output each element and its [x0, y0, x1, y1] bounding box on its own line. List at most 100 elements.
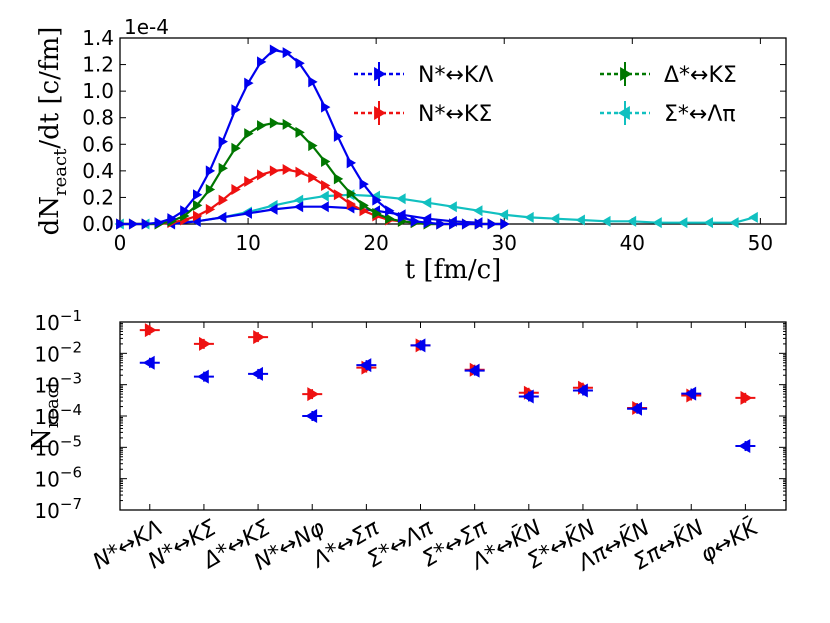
data-point — [308, 76, 318, 88]
data-point — [467, 363, 480, 378]
data-point — [652, 217, 662, 229]
data-point — [205, 165, 216, 177]
data-point — [473, 205, 483, 217]
legend-label: Σ*↔Λπ — [664, 102, 736, 127]
data-point — [524, 211, 534, 223]
legend-entry: N*↔KΣ — [354, 101, 492, 127]
data-point — [321, 156, 331, 168]
top-y-tick-label: 0.8 — [82, 106, 114, 130]
data-point — [740, 390, 753, 405]
data-point — [269, 117, 280, 129]
data-point — [231, 183, 241, 195]
top-x-axis-label: t [fm/c] — [405, 255, 502, 285]
top-x-tick-label: 40 — [620, 231, 645, 255]
data-point — [449, 218, 459, 230]
data-point — [142, 355, 155, 370]
top-y-tick-label: 0.6 — [82, 132, 114, 156]
legend: N*↔KΛ N*↔KΣ Δ*↔KΣ Σ*↔Λπ — [354, 62, 737, 127]
data-point — [180, 205, 190, 217]
data-point — [436, 218, 446, 230]
data-point — [447, 201, 457, 213]
top-x-tick-label: 20 — [363, 231, 388, 255]
data-point — [253, 330, 266, 345]
series-forward — [139, 323, 756, 416]
legend-marker — [618, 106, 630, 120]
data-point — [282, 164, 292, 176]
data-point — [372, 194, 382, 206]
data-point — [269, 44, 280, 56]
data-point — [154, 217, 164, 229]
data-point — [413, 338, 426, 353]
data-point — [346, 157, 357, 169]
data-point — [319, 190, 329, 202]
data-point — [601, 215, 611, 227]
data-point — [410, 215, 421, 227]
legend-entry: N*↔KΛ — [354, 62, 493, 88]
data-point — [268, 203, 278, 215]
data-point — [359, 199, 369, 211]
data-point — [199, 336, 211, 351]
data-point — [421, 197, 432, 209]
data-point — [738, 439, 751, 454]
data-point — [192, 189, 203, 201]
top-x-tick-label: 10 — [235, 231, 260, 255]
data-point — [321, 179, 331, 191]
bottom-y-tick-label: 10−3 — [34, 370, 82, 398]
data-point — [500, 218, 510, 230]
data-point — [729, 217, 739, 229]
data-point — [575, 383, 588, 398]
data-point — [196, 369, 209, 384]
top-x-tick-label: 50 — [748, 231, 773, 255]
data-point — [396, 193, 406, 205]
legend-marker — [374, 67, 386, 81]
category-label: φ↔KK̄ — [696, 514, 764, 568]
top-y-tick-label: 0.4 — [82, 159, 114, 183]
data-point — [575, 214, 585, 226]
data-point — [191, 215, 201, 227]
data-point — [385, 213, 395, 225]
data-point — [257, 56, 267, 68]
data-point — [257, 120, 267, 132]
legend-entry: Σ*↔Λπ — [600, 101, 736, 127]
data-point — [205, 203, 216, 215]
data-point — [487, 218, 497, 230]
data-point — [116, 218, 126, 230]
data-point — [359, 358, 372, 373]
legend-marker — [374, 106, 386, 120]
bottom-y-tick-label: 10−6 — [34, 464, 82, 492]
data-point — [244, 77, 254, 89]
data-point — [282, 118, 292, 130]
offset-text: 1e-4 — [124, 15, 169, 39]
top-y-tick-label: 0.0 — [82, 212, 114, 236]
data-point — [128, 218, 139, 230]
data-point — [333, 130, 344, 142]
data-point — [293, 201, 304, 213]
top-y-tick-label: 0.2 — [82, 185, 114, 209]
data-point — [144, 323, 157, 338]
bottom-y-tick-label: 10−7 — [34, 495, 82, 523]
series-blue-0 — [116, 44, 510, 230]
data-point — [307, 387, 320, 402]
legend-label: Δ*↔KΣ — [664, 63, 737, 88]
bottom-axes-frame — [119, 321, 787, 511]
top-x-tick-label: 0 — [114, 231, 127, 255]
data-point — [257, 169, 267, 181]
legend-label: N*↔KΣ — [418, 102, 492, 127]
data-point — [295, 126, 305, 138]
data-point — [282, 47, 292, 59]
data-point — [205, 183, 216, 195]
data-point — [192, 199, 203, 211]
data-point — [242, 207, 252, 219]
data-point — [319, 201, 329, 213]
data-point — [218, 162, 228, 174]
data-point — [141, 218, 152, 230]
data-point — [295, 166, 305, 178]
data-point — [461, 218, 472, 230]
data-point — [251, 366, 263, 381]
data-point — [498, 209, 509, 221]
top-y-axis-label: dNreact/dt [c/fm] — [35, 27, 71, 236]
data-point — [385, 205, 395, 217]
data-point — [397, 211, 408, 223]
data-point — [423, 217, 433, 229]
